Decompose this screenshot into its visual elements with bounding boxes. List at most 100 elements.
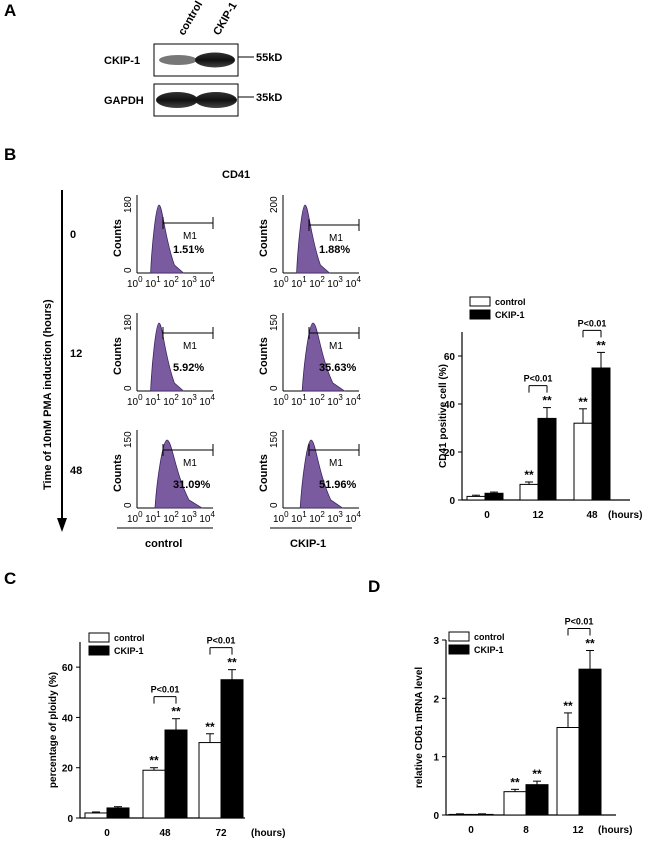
y-tick-label: 3 xyxy=(433,636,439,647)
panel-a-label: A xyxy=(4,1,16,20)
hist-xtick: 100 xyxy=(273,393,289,408)
hist-ymin: 0 xyxy=(123,502,134,508)
x-axis-unit: (hours) xyxy=(251,828,285,839)
time-0: 0 xyxy=(70,229,76,241)
histogram-48-control: 150 0 Counts 100 101 102 103 104 M1 31.09% xyxy=(112,430,216,525)
histogram-12-control: 180 0 Counts 100 101 102 103 104 M1 5.92% xyxy=(112,313,216,408)
legend-label-ckip1: CKIP-1 xyxy=(474,645,504,655)
hist-xtick: 104 xyxy=(345,275,361,290)
lane-label-ckip1: CKIP-1 xyxy=(211,0,239,37)
significance-mark: ** xyxy=(578,395,588,409)
hist-xtick: 100 xyxy=(127,275,143,290)
histogram-0-control: 180 0 Counts 100 101 102 103 104 M1 1.51% xyxy=(112,195,216,290)
x-tick-label: 48 xyxy=(586,510,598,521)
hist-counts-label: Counts xyxy=(258,219,270,257)
hist-ymax: 180 xyxy=(123,314,134,331)
hist-ymin: 0 xyxy=(123,267,134,273)
y-tick-label: 40 xyxy=(444,400,456,411)
hist-ymax: 150 xyxy=(269,431,280,448)
bar-control-8 xyxy=(503,791,527,816)
significance-mark: ** xyxy=(205,720,215,734)
p-value-annotation: P<0.01 xyxy=(151,685,180,695)
legend-swatch-control xyxy=(448,631,470,642)
hist-gate-label: M1 xyxy=(329,341,343,352)
bar-CKIP-1-0 xyxy=(484,492,504,501)
y-tick-label: 0 xyxy=(433,811,439,822)
y-axis-label: CD41 positive cell (%) xyxy=(438,364,449,468)
x-tick-label: 8 xyxy=(523,825,529,836)
hist-percent: 1.88% xyxy=(319,244,350,256)
bar-control-12 xyxy=(556,727,580,816)
p-value-annotation: P<0.01 xyxy=(524,374,553,384)
legend-swatch-ckip1 xyxy=(88,645,110,656)
significance-mark: ** xyxy=(542,394,552,408)
legend: control CKIP-1 xyxy=(88,632,145,656)
significance-mark: ** xyxy=(227,656,237,670)
blot-gapdh xyxy=(153,83,239,117)
histogram-0-ckip1: 200 0 Counts 100 101 102 103 104 M11.88% xyxy=(258,195,362,290)
y-tick-label: 0 xyxy=(67,814,73,825)
hist-gate-label: M1 xyxy=(329,233,343,244)
bar-control-48 xyxy=(573,422,593,501)
hist-xtick: 101 xyxy=(145,393,161,408)
x-tick-label: 12 xyxy=(572,825,584,836)
hist-gate-label: M1 xyxy=(183,341,197,352)
hist-gate-label: M1 xyxy=(183,231,197,242)
hist-counts-label: Counts xyxy=(258,454,270,492)
hist-ymin: 0 xyxy=(269,385,280,391)
histogram-48-ckip1: 150 0 Counts 100 101 102 103 104 M1 51.96% xyxy=(258,430,362,525)
mw-35kd: 35kD xyxy=(256,92,282,104)
bar-control-0 xyxy=(448,813,472,816)
marker-title: CD41 xyxy=(222,169,250,181)
legend-swatch-control xyxy=(88,632,110,643)
hist-peak xyxy=(299,439,344,509)
hist-gate-label: M1 xyxy=(329,458,343,469)
hist-xtick: 101 xyxy=(291,275,307,290)
bar-CKIP-1-12 xyxy=(578,668,602,816)
bar-control-0 xyxy=(466,495,486,501)
y-tick-label: 2 xyxy=(433,694,439,705)
legend: control CKIP-1 xyxy=(469,296,526,320)
p-value-annotation: P<0.01 xyxy=(565,617,594,627)
y-tick-label: 60 xyxy=(444,352,456,363)
panel-b-label: B xyxy=(4,145,16,164)
hist-peak xyxy=(154,439,204,509)
band-gapdh-ckip1 xyxy=(195,92,237,108)
legend-swatch-control xyxy=(469,296,491,307)
hist-xtick: 103 xyxy=(327,393,343,408)
mw-55kd: 55kD xyxy=(256,52,282,64)
hist-xtick: 101 xyxy=(291,510,307,525)
legend-swatch-ckip1 xyxy=(469,309,491,320)
hist-xtick: 104 xyxy=(199,510,215,525)
y-tick-label: 60 xyxy=(62,663,74,674)
x-tick-label: 0 xyxy=(468,825,474,836)
legend: control CKIP-1 xyxy=(448,631,505,655)
x-tick-label: 72 xyxy=(215,828,227,839)
hist-percent: 51.96% xyxy=(319,479,357,491)
y-axis-label: percentage of ploidy (%) xyxy=(48,672,59,788)
y-tick-label: 40 xyxy=(62,713,74,724)
hist-xtick: 100 xyxy=(273,275,289,290)
hist-xtick: 102 xyxy=(163,510,179,525)
hist-gate-label: M1 xyxy=(183,458,197,469)
hist-percent: 35.63% xyxy=(319,362,357,374)
bar-CKIP-1-0 xyxy=(470,813,494,816)
hist-xtick: 103 xyxy=(181,275,197,290)
hist-peak xyxy=(301,322,346,392)
time-12: 12 xyxy=(70,348,82,360)
y-axis-label: relative CD61 mRNA level xyxy=(414,667,425,789)
hist-peak xyxy=(150,204,185,274)
significance-mark: ** xyxy=(149,754,159,768)
legend-label-ckip1: CKIP-1 xyxy=(114,646,144,656)
y-tick-label: 20 xyxy=(62,764,74,775)
hist-counts-label: Counts xyxy=(112,337,124,375)
significance-mark: ** xyxy=(596,338,606,352)
hist-ymax: 150 xyxy=(123,431,134,448)
hist-xtick: 104 xyxy=(345,510,361,525)
col-label-ckip1: CKIP-1 xyxy=(290,538,326,550)
hist-xtick: 101 xyxy=(291,393,307,408)
legend-label-ckip1: CKIP-1 xyxy=(495,310,525,320)
hist-xtick: 101 xyxy=(145,510,161,525)
